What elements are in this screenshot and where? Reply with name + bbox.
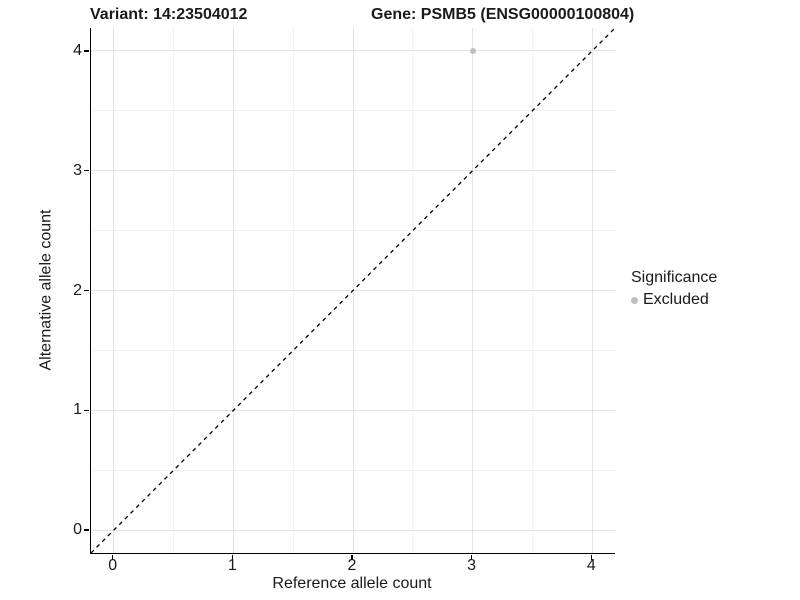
x-axis-tick-label: 0 [108, 557, 118, 574]
x-axis-title: Reference allele count [272, 575, 432, 592]
plot-panel [90, 28, 615, 554]
y-axis-tick-mark [83, 50, 89, 52]
data-point [469, 47, 476, 54]
x-axis-tick-label: 4 [586, 557, 596, 574]
gridline-major-horizontal [91, 409, 615, 411]
y-axis-tick-label: 2 [73, 281, 82, 299]
y-axis-tick-label: 0 [73, 521, 82, 539]
legend: Significance Excluded [631, 268, 717, 310]
y-axis-tick-mark [83, 169, 89, 172]
legend-title: Significance [631, 269, 718, 286]
y-axis-tick-mark [83, 289, 89, 292]
y-axis-tick-mark [83, 409, 89, 412]
gridline-major-horizontal [91, 170, 615, 172]
x-axis-tick-label: 1 [227, 557, 237, 574]
gridline-major-horizontal [91, 529, 615, 531]
legend-entry: Excluded [631, 290, 717, 310]
legend-point-icon [631, 296, 638, 304]
x-axis-tick-mark [590, 554, 593, 560]
y-axis-title: Alternative allele count [37, 209, 55, 371]
x-axis-tick-mark [111, 554, 114, 560]
y-axis-tick-label: 1 [73, 401, 82, 419]
x-axis-tick-label: 3 [467, 557, 477, 574]
y-axis-tick-mark [83, 529, 89, 531]
legend-entries: Excluded [631, 290, 717, 310]
y-axis-tick-label: 3 [73, 161, 82, 179]
x-axis-tick-mark [470, 554, 473, 560]
identity-reference-line [91, 28, 615, 553]
gridline-major-horizontal [91, 50, 615, 52]
x-axis-tick-label: 2 [347, 557, 357, 574]
legend-entry-label: Excluded [643, 291, 709, 308]
plot-title-gene: Gene: PSMB5 (ENSG00000100804) [371, 6, 635, 23]
y-axis-tick-label: 4 [73, 41, 82, 59]
x-axis-tick-mark [231, 554, 234, 560]
x-axis-tick-mark [351, 554, 353, 560]
plot-title-variant: Variant: 14:23504012 [90, 6, 248, 23]
